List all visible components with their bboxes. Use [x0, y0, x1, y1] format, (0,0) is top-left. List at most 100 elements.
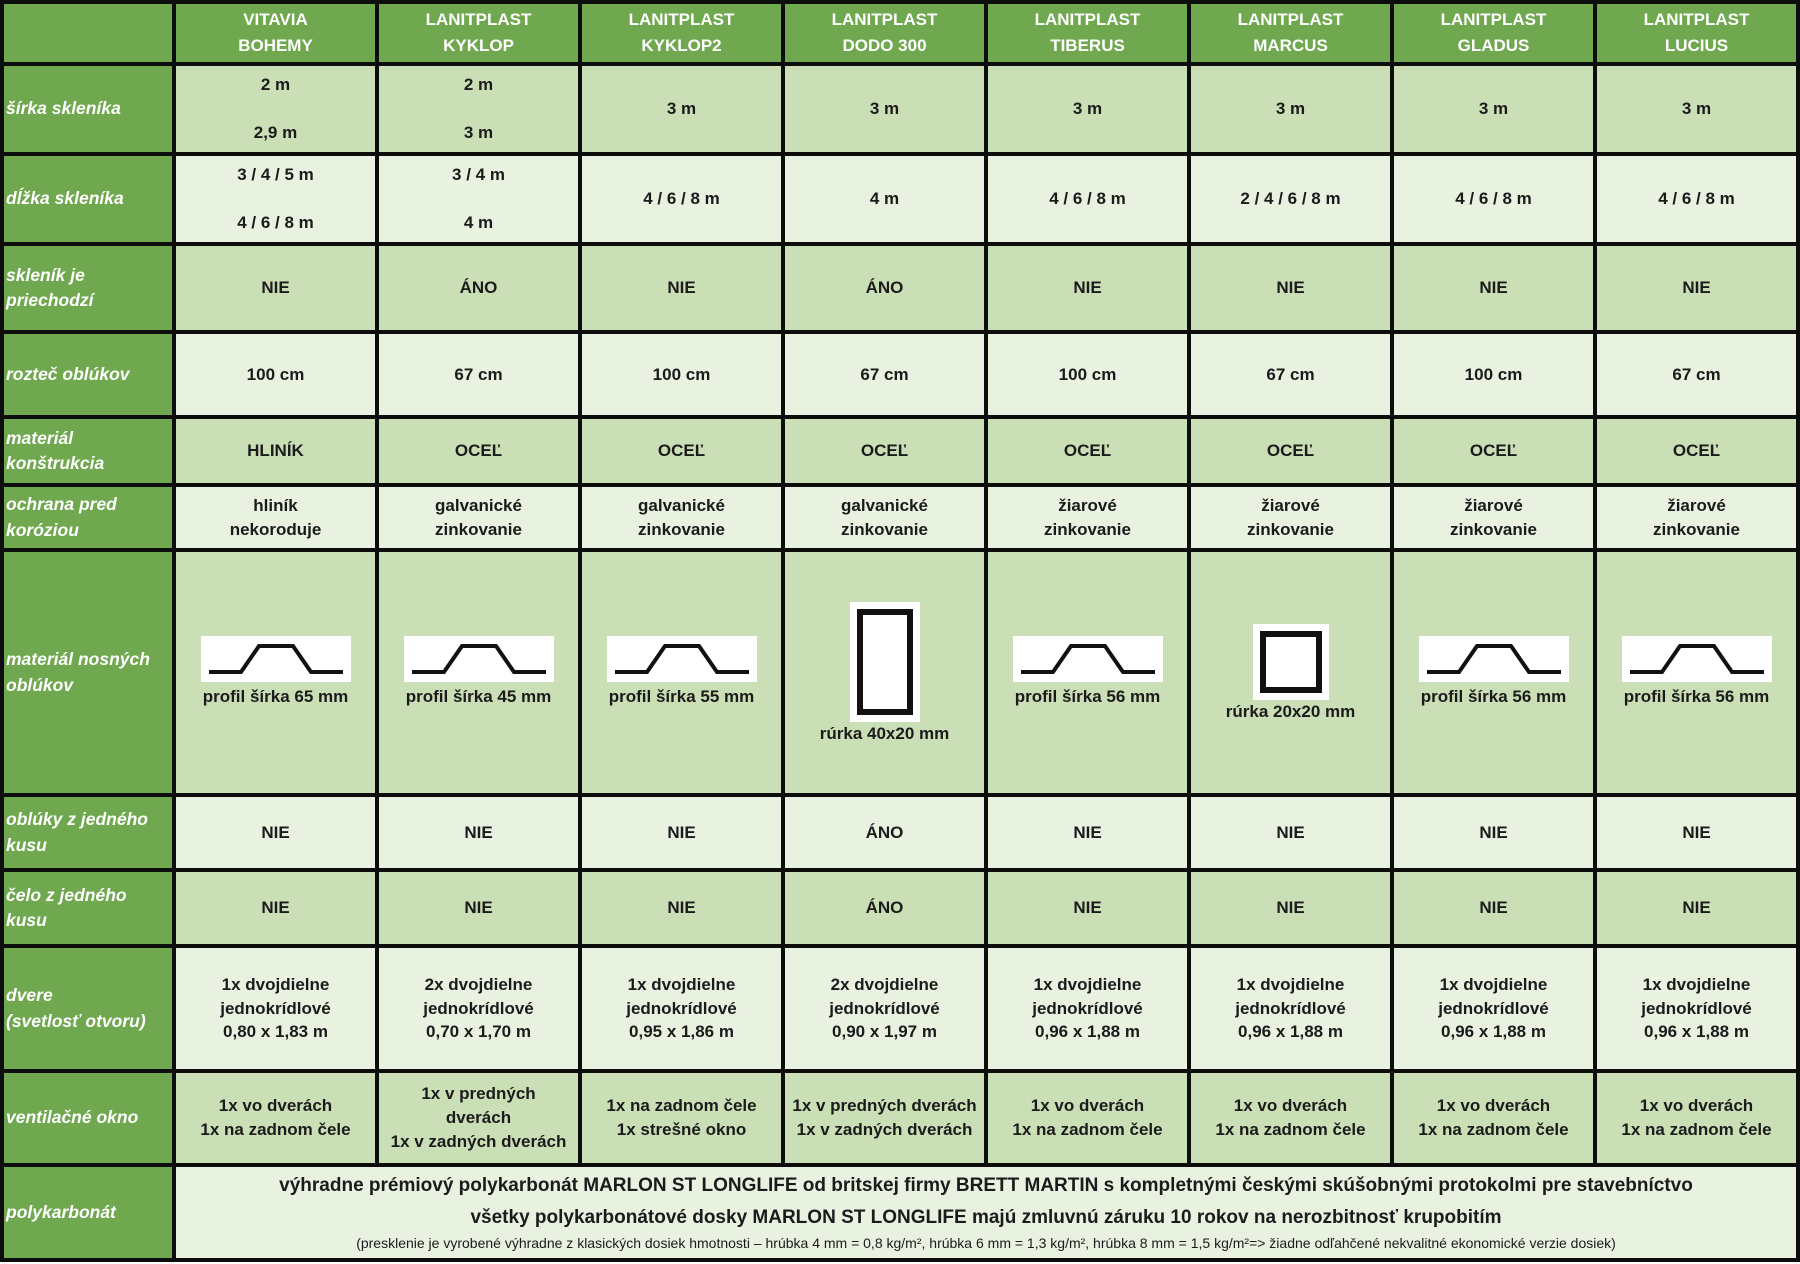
profile-label: profil šírka 56 mm — [1014, 687, 1161, 706]
cell-roztec-oblukov-1: 67 cm — [375, 330, 582, 419]
cell-value: NIE — [667, 278, 696, 298]
cell-value: NIE — [1276, 822, 1305, 842]
product-header-lanitplast-lucius: LANITPLAST LUCIUS — [1593, 0, 1800, 66]
profile-icon-wrap: rúrka 40x20 mm — [787, 599, 982, 746]
cell-dlzka-sklenika-1: 3 / 4 m 4 m — [375, 152, 582, 246]
cell-value: NIE — [667, 898, 696, 918]
polycarbonate-note-line-2: všetky polykarbonátové dosky MARLON ST L… — [470, 1206, 1502, 1228]
profile-icon-wrap: profil šírka 56 mm — [1396, 636, 1591, 709]
row-label-dvere-svetlost-otvoru: dvere (svetlosť otvoru) — [0, 944, 176, 1073]
cell-material-konstrukcia-0: HLINÍK — [172, 415, 379, 487]
profile-label: profil šírka 56 mm — [1420, 687, 1567, 706]
cell-value: 2 / 4 / 6 / 8 m — [1240, 189, 1341, 209]
cell-dvere-svetlost-otvoru-0: 1x dvojdielne jednokrídlové 0,80 x 1,83 … — [172, 944, 379, 1073]
profile-icon-wrap: profil šírka 45 mm — [381, 636, 576, 709]
profile-label: profil šírka 55 mm — [608, 687, 755, 706]
cell-value: 67 cm — [1672, 364, 1721, 384]
table-row-roztec-oblukov: rozteč oblúkov 100 cm 67 cm 100 cm 67 cm 100 … — [0, 330, 1800, 419]
cell-dvere-svetlost-otvoru-2: 1x dvojdielne jednokrídlové 0,95 x 1,86 … — [578, 944, 785, 1073]
cell-value: 1x vo dverách 1x na zadnom čele — [200, 1096, 351, 1139]
profile-icon-wrap: profil šírka 55 mm — [584, 636, 779, 709]
row-label-material-nosnych-oblukov: materiál nosných oblúkov — [0, 548, 176, 797]
cell-obluky-z-jedneho-kusu-0: NIE — [172, 793, 379, 872]
cell-roztec-oblukov-0: 100 cm — [172, 330, 379, 419]
cell-value: NIE — [261, 898, 290, 918]
cell-sklenik-je-priechodzi-3: ÁNO — [781, 242, 988, 334]
table-body: šírka skleníka 2 m 2,9 m 2 m 3 m 3 m 3 m 3 m 3… — [0, 62, 1800, 1262]
cell-roztec-oblukov-4: 100 cm — [984, 330, 1191, 419]
cell-dlzka-sklenika-4: 4 / 6 / 8 m — [984, 152, 1191, 246]
cell-roztec-oblukov-2: 100 cm — [578, 330, 785, 419]
cell-obluky-z-jedneho-kusu-1: NIE — [375, 793, 582, 872]
row-label-ochrana-pred-koroziou: ochrana pred koróziou — [0, 483, 176, 552]
table-row-material-konstrukcia: materiál konštrukcia HLINÍK OCEĽ OCEĽ OCEĽ OC… — [0, 415, 1800, 487]
product-header-lanitplast-tiberus: LANITPLAST TIBERUS — [984, 0, 1191, 66]
cell-material-nosnych-oblukov-4: profil šírka 56 mm — [984, 548, 1191, 797]
cell-value: NIE — [1276, 898, 1305, 918]
cell-sklenik-je-priechodzi-0: NIE — [172, 242, 379, 334]
cell-ochrana-pred-koroziou-2: galvanické zinkovanie — [578, 483, 785, 552]
cell-value: 1x dvojdielne jednokrídlové 0,96 x 1,88 … — [1235, 974, 1346, 1042]
cell-value: 100 cm — [246, 364, 305, 384]
cell-dlzka-sklenika-7: 4 / 6 / 8 m — [1593, 152, 1800, 246]
cell-value: NIE — [1479, 822, 1508, 842]
cell-sklenik-je-priechodzi-5: NIE — [1187, 242, 1394, 334]
polycarbonate-note-line-3: (presklenie je vyrobené výhradne z klasi… — [356, 1235, 1616, 1251]
cell-value: NIE — [1682, 898, 1711, 918]
table-row-ochrana-pred-koroziou: ochrana pred koróziou hliník nekoroduje ga… — [0, 483, 1800, 552]
cell-value: 2 m 2,9 m — [253, 75, 298, 142]
header-row: VITAVIA BOHEMY LANITPLAST KYKLOP LANITPLAS… — [0, 0, 1800, 66]
cell-ochrana-pred-koroziou-0: hliník nekoroduje — [172, 483, 379, 552]
cell-dvere-svetlost-otvoru-7: 1x dvojdielne jednokrídlové 0,96 x 1,88 … — [1593, 944, 1800, 1073]
tube-rectangle-icon — [856, 609, 913, 715]
cell-material-nosnych-oblukov-2: profil šírka 55 mm — [578, 548, 785, 797]
cell-sirka-sklenika-7: 3 m — [1593, 62, 1800, 156]
cell-value: hliník nekoroduje — [229, 495, 322, 539]
cell-sirka-sklenika-0: 2 m 2,9 m — [172, 62, 379, 156]
cell-ventilacne-okno-4: 1x vo dverách 1x na zadnom čele — [984, 1069, 1191, 1167]
table-row-obluky-z-jedneho-kusu: oblúky z jedného kusu NIE NIE NIE ÁNO NIE NIE N… — [0, 793, 1800, 872]
cell-ochrana-pred-koroziou-6: žiarové zinkovanie — [1390, 483, 1597, 552]
cell-material-nosnych-oblukov-6: profil šírka 56 mm — [1390, 548, 1597, 797]
table-row-sirka-sklenika: šírka skleníka 2 m 2,9 m 2 m 3 m 3 m 3 m 3 m 3… — [0, 62, 1800, 156]
cell-value: 1x na zadnom čele 1x strešné okno — [606, 1096, 757, 1139]
profile-icon-wrap: profil šírka 56 mm — [1599, 636, 1794, 709]
cell-value: NIE — [261, 822, 290, 842]
cell-value: OCEĽ — [1266, 441, 1315, 461]
cell-ochrana-pred-koroziou-7: žiarové zinkovanie — [1593, 483, 1800, 552]
cell-celo-z-jedneho-kusu-3: ÁNO — [781, 868, 988, 948]
cell-dvere-svetlost-otvoru-6: 1x dvojdielne jednokrídlové 0,96 x 1,88 … — [1390, 944, 1597, 1073]
cell-value: 4 / 6 / 8 m — [1049, 189, 1126, 209]
cell-material-nosnych-oblukov-5: rúrka 20x20 mm — [1187, 548, 1394, 797]
cell-roztec-oblukov-7: 67 cm — [1593, 330, 1800, 419]
cell-value: 1x vo dverách 1x na zadnom čele — [1012, 1096, 1163, 1139]
cell-value: NIE — [1682, 822, 1711, 842]
cell-value: 3 m — [869, 99, 900, 119]
product-header-lanitplast-marcus: LANITPLAST MARCUS — [1187, 0, 1394, 66]
row-label-obluky-z-jedneho-kusu: oblúky z jedného kusu — [0, 793, 176, 872]
cell-value: OCEĽ — [1672, 441, 1721, 461]
cell-value: žiarové zinkovanie — [1450, 495, 1537, 539]
cell-value: OCEĽ — [454, 441, 503, 461]
cell-sklenik-je-priechodzi-1: ÁNO — [375, 242, 582, 334]
profile-icon-wrap: profil šírka 56 mm — [990, 636, 1185, 709]
cell-roztec-oblukov-5: 67 cm — [1187, 330, 1394, 419]
cell-material-nosnych-oblukov-0: profil šírka 65 mm — [172, 548, 379, 797]
profile-label: profil šírka 56 mm — [1623, 687, 1770, 706]
cell-value: NIE — [261, 278, 290, 298]
cell-value: 1x dvojdielne jednokrídlové 0,96 x 1,88 … — [1032, 974, 1143, 1042]
cell-value: 100 cm — [1058, 364, 1117, 384]
cell-ventilacne-okno-7: 1x vo dverách 1x na zadnom čele — [1593, 1069, 1800, 1167]
cell-dlzka-sklenika-2: 4 / 6 / 8 m — [578, 152, 785, 246]
cell-sirka-sklenika-4: 3 m — [984, 62, 1191, 156]
cell-sklenik-je-priechodzi-6: NIE — [1390, 242, 1597, 334]
cell-material-konstrukcia-2: OCEĽ — [578, 415, 785, 487]
cell-value: 1x dvojdielne jednokrídlové 0,96 x 1,88 … — [1641, 974, 1752, 1042]
polycarbonate-note-line-1: výhradne prémiový polykarbonát MARLON ST… — [279, 1175, 1693, 1197]
cell-value: 3 / 4 m 4 m — [452, 165, 505, 232]
cell-value: 100 cm — [1464, 364, 1523, 384]
cell-value: NIE — [1276, 278, 1305, 298]
cell-value: ÁNO — [865, 822, 904, 842]
cell-value: NIE — [1479, 898, 1508, 918]
